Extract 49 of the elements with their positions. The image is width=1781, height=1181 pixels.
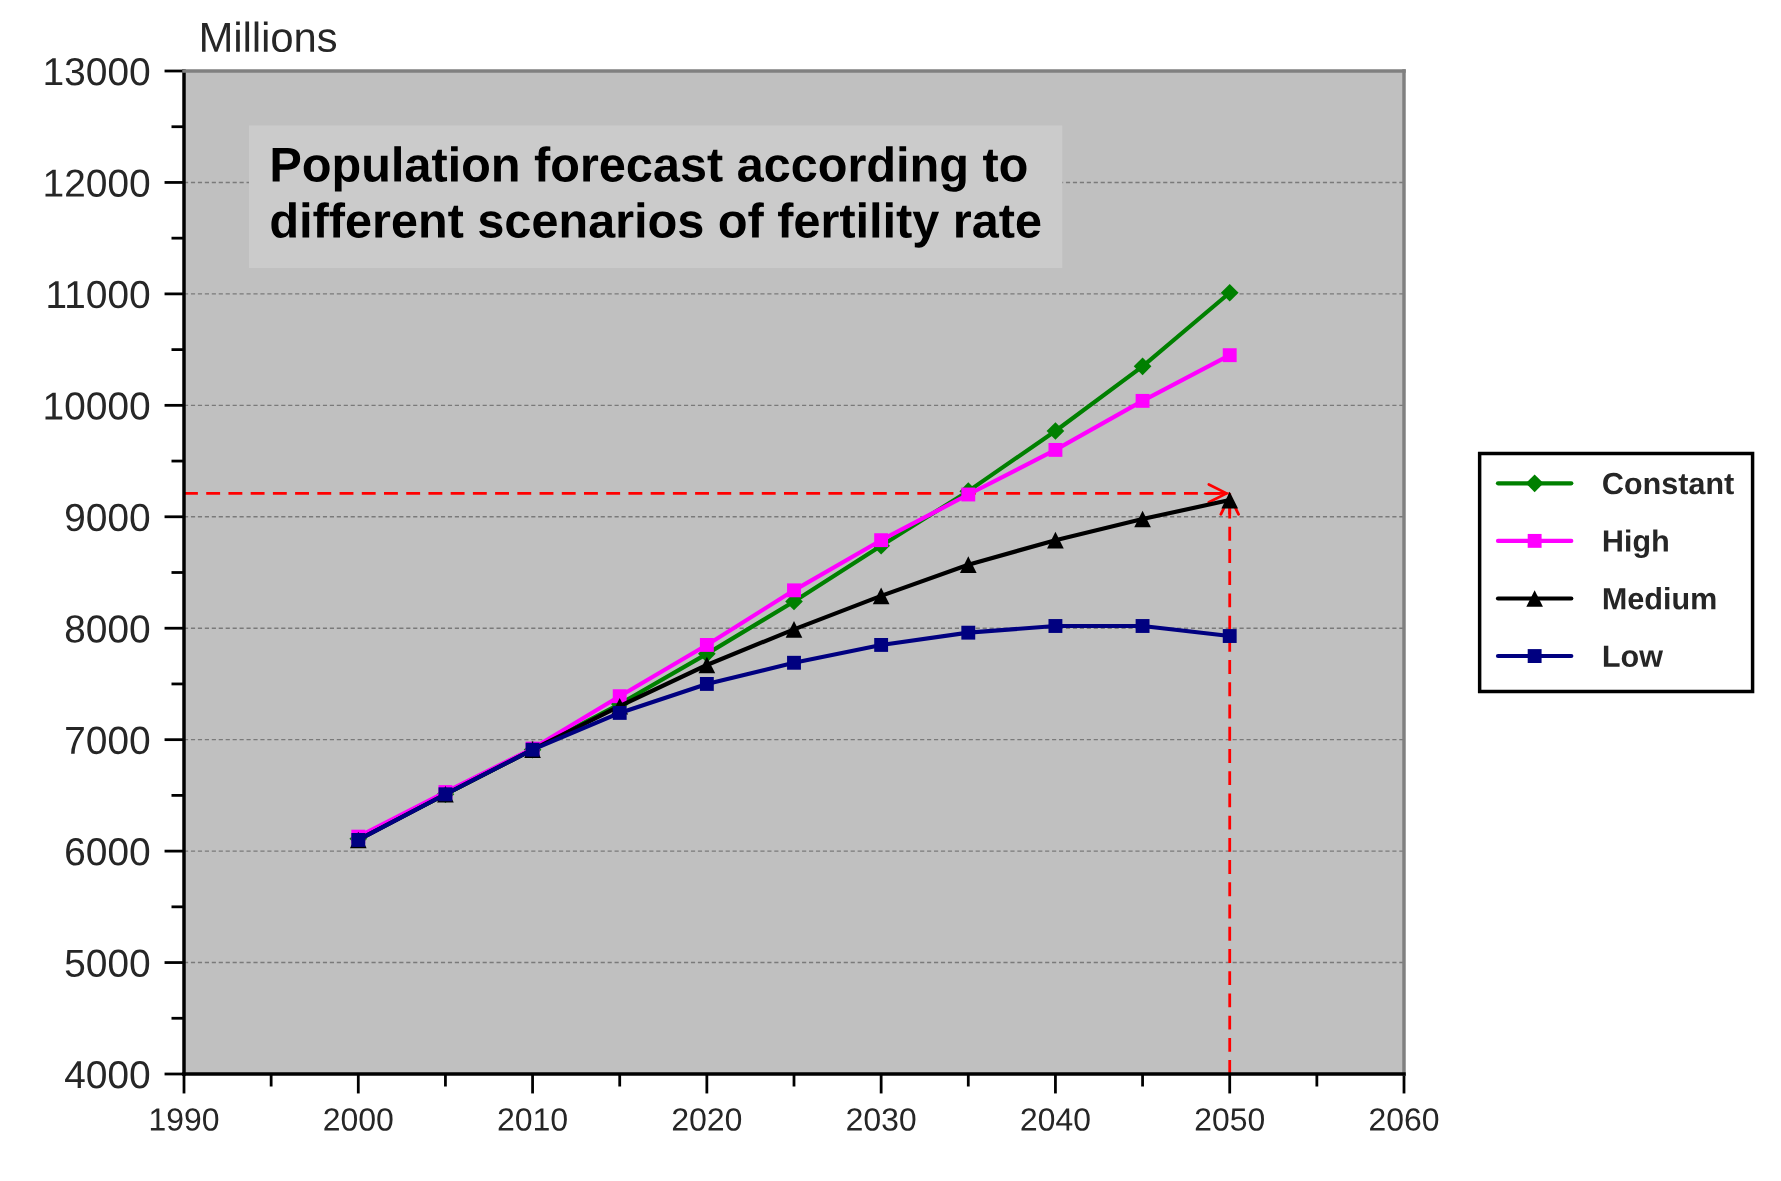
x-tick-label: 2040 [1021,1108,1090,1131]
y-tick-label: 7000 [66,726,150,755]
point [612,705,627,720]
point [961,625,976,640]
y-tick-label: 13000 [45,57,150,86]
point [1047,531,1064,549]
point [959,556,977,574]
point [699,677,714,691]
point [1046,422,1065,440]
x-tick-label: 2030 [847,1108,916,1131]
x-tick-label: 2010 [498,1108,567,1131]
x-tick-label: 2000 [324,1108,393,1131]
point [961,487,976,502]
text: Population forecast according to different scenarios of fertility rate [271,146,1041,248]
x-tick-label: 2060 [1370,1108,1439,1131]
point [699,637,714,652]
x-tick-label: 2050 [1195,1108,1264,1131]
y-tick-label: 5000 [65,949,150,978]
y-tick-label: 8000 [65,615,150,643]
y-tick-label: 10000 [45,392,150,420]
point [1220,283,1239,302]
y-tick-label: 9000 [65,503,150,532]
y-axis-title: Millions [202,21,337,53]
point [787,583,801,598]
legend-label: High [1603,529,1668,559]
y-tick-label: 11000 [48,280,150,309]
y-tick-label: 12000 [45,169,150,197]
x-tick-label: 2020 [672,1108,742,1131]
legend-label: Medium [1603,587,1716,610]
point [1048,619,1063,633]
legend-label: Constant [1603,472,1734,495]
point [1135,619,1150,633]
point [872,587,890,605]
point [1135,393,1150,408]
y-tick-label: 4000 [65,1060,150,1089]
point [1134,510,1151,528]
point [1133,357,1152,376]
point [1048,442,1063,457]
y-tick-label: 6000 [66,838,150,866]
point [874,637,889,652]
legend-label: Low [1603,645,1664,668]
x-tick-label: 1990 [150,1108,219,1131]
point [698,656,716,674]
point [1221,491,1239,509]
point [874,533,889,548]
point [787,655,801,670]
point [785,621,803,638]
point [1222,348,1237,363]
point [1222,629,1237,643]
